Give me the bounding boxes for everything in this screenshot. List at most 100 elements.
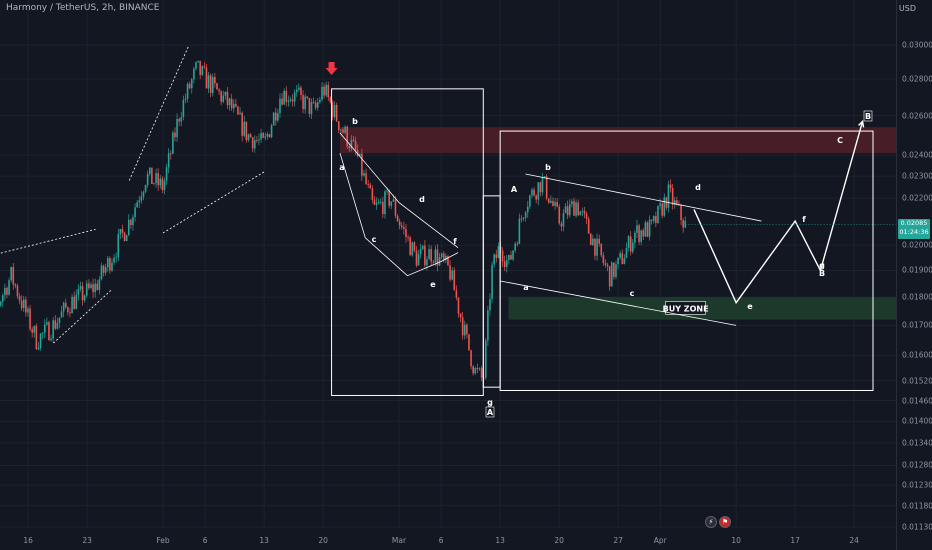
candle: [659, 198, 661, 210]
candle: [222, 90, 225, 104]
candle-body: [289, 99, 292, 101]
candle: [115, 252, 117, 263]
candle-body: [442, 253, 445, 260]
candle: [106, 255, 109, 272]
candle: [629, 231, 632, 256]
candle: [487, 305, 489, 346]
candle: [75, 289, 78, 310]
candle: [566, 200, 569, 220]
candle-body: [253, 140, 256, 149]
candle: [579, 210, 582, 216]
candle-body: [348, 146, 351, 149]
candle: [102, 264, 105, 277]
candle: [648, 215, 651, 241]
lightning-icon[interactable]: ⚡: [705, 516, 717, 528]
candle-body: [226, 91, 229, 106]
candle-body: [484, 340, 487, 378]
candle-body: [636, 225, 638, 233]
candle: [319, 96, 321, 104]
candle: [279, 93, 281, 118]
candle: [172, 130, 174, 155]
candle: [205, 63, 208, 89]
candle: [365, 168, 367, 186]
candle-body: [178, 119, 180, 122]
candle: [92, 278, 94, 299]
candle: [224, 91, 227, 100]
flag-icon[interactable]: ⚑: [719, 516, 731, 528]
candle-body: [134, 207, 136, 217]
candle-body: [0, 301, 2, 306]
candle-body: [560, 223, 563, 227]
candle: [415, 246, 418, 268]
candle-body: [62, 302, 65, 312]
wave-label-left: A: [487, 408, 494, 417]
candle-body: [447, 255, 449, 266]
candle-body: [451, 270, 453, 280]
candle: [564, 203, 567, 214]
candle: [268, 133, 271, 138]
candle-body: [165, 167, 168, 181]
y-tick-label: 0.01600: [902, 350, 932, 360]
candle-body: [92, 284, 94, 293]
candle: [22, 295, 25, 312]
candle-body: [115, 257, 117, 258]
candle-body: [510, 255, 512, 260]
candle: [407, 234, 409, 242]
currency-unit: USD: [898, 4, 916, 13]
candle: [577, 199, 579, 217]
candle: [478, 367, 481, 371]
candle-body: [77, 289, 80, 295]
candle-body: [358, 153, 361, 157]
candle-body: [121, 228, 124, 233]
candle-body: [659, 203, 661, 206]
candle-body: [346, 126, 348, 147]
candle: [134, 203, 136, 222]
candle: [436, 243, 439, 272]
candle-body: [195, 62, 197, 69]
candle-body: [531, 189, 533, 196]
candle: [228, 97, 231, 111]
candle: [434, 245, 437, 267]
candle-body: [396, 215, 399, 222]
candle: [405, 224, 407, 243]
candle-body: [308, 98, 311, 114]
candle-body: [566, 206, 569, 216]
candle-body: [426, 259, 428, 266]
candle-body: [602, 255, 605, 263]
candle-body: [230, 98, 233, 109]
candle: [199, 60, 201, 79]
candle: [484, 337, 487, 380]
candle: [321, 82, 323, 102]
candle-body: [127, 219, 130, 236]
candle-body: [69, 312, 71, 314]
candle-body: [667, 184, 670, 208]
candle-body: [199, 60, 201, 75]
x-tick-label: 27: [613, 536, 623, 545]
candle: [571, 199, 573, 208]
candle-body: [657, 205, 659, 224]
candle-body: [329, 97, 332, 103]
candle-body: [67, 307, 69, 313]
candle-body: [363, 173, 365, 176]
candle: [539, 181, 542, 197]
candle: [270, 123, 273, 139]
dashed-trendline: [162, 171, 265, 234]
candle: [602, 252, 605, 267]
candle: [449, 260, 451, 282]
candle-body: [344, 126, 346, 133]
price-axis[interactable]: USD: [896, 0, 932, 550]
candle-body: [293, 92, 296, 102]
candle: [157, 168, 159, 192]
candle: [669, 179, 672, 193]
candle: [453, 267, 456, 291]
candle-body: [625, 247, 628, 259]
y-tick-label: 0.01180: [902, 501, 932, 511]
candle: [533, 187, 535, 197]
projection-arrowhead: [858, 119, 865, 128]
candle: [155, 168, 157, 188]
triangle-upper-right: [525, 173, 762, 222]
candle-body: [304, 96, 306, 110]
candle-body: [476, 368, 479, 370]
